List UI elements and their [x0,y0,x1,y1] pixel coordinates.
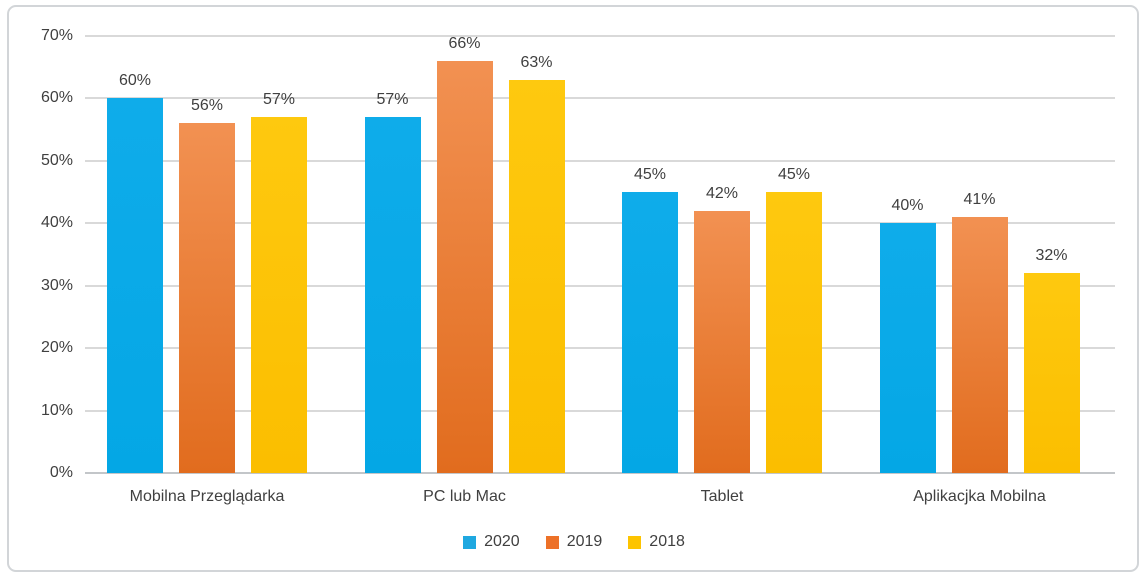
legend-item-2018: 2018 [628,533,685,551]
value-label-2020-aplikacjka-mobilna: 40% [891,197,924,215]
y-tick-label-70: 70% [40,27,73,44]
bar-2019-pc-lub-mac [436,60,493,473]
bar-2018-pc-lub-mac [508,79,565,473]
y-tick-label-60: 60% [40,89,73,107]
category-label-pc-lub-mac: PC lub Mac [423,488,506,505]
category-label-aplikacjka-mobilna: Aplikacjka Mobilna [913,488,1046,505]
legend-label-2019: 2019 [566,533,603,550]
y-tick-label-10: 10% [40,401,73,419]
gridline-60 [85,97,1115,100]
bar-2018-aplikacjka-mobilna [1023,273,1080,473]
y-tick-label-20: 20% [40,339,73,357]
gridline-30 [85,284,1115,287]
legend: 2020 2019 2018 [0,533,1148,551]
value-label-2020-mobilna-przegladarka: 60% [118,72,152,90]
y-tick-label-50: 50% [40,151,73,169]
value-label-2020-pc-lub-mac: 57% [376,91,409,109]
legend-swatch-2018-icon [628,535,642,549]
category-label-tablet: Tablet [700,488,744,505]
gridline-40 [85,222,1115,225]
bar-2019-mobilna-przegladarka [179,123,235,473]
y-tick-label-40: 40% [40,214,73,232]
value-label-2019-aplikacjka-mobilna: 41% [963,191,996,209]
legend-swatch-2019-icon [545,535,559,549]
value-label-2019-pc-lub-mac: 66% [448,34,481,52]
bar-2019-tablet [694,210,750,473]
value-label-2019-tablet: 42% [705,184,739,202]
bar-2018-mobilna-przegladarka [251,117,307,473]
value-label-2018-pc-lub-mac: 63% [520,53,553,71]
value-label-2020-tablet: 45% [633,166,667,184]
y-tick-label-30: 30% [40,276,73,294]
value-label-2019-mobilna-przegladarka: 56% [190,97,224,115]
bar-2020-mobilna-przegladarka [107,98,163,473]
legend-swatch-2020-icon [463,535,477,549]
x-axis-line [85,472,1115,474]
legend-item-2020: 2020 [463,533,520,551]
gridline-20 [85,347,1115,350]
category-label-mobilna-przegladarka: Mobilna Przeglądarka [129,488,285,505]
legend-item-2019: 2019 [545,533,603,551]
value-label-2018-tablet: 45% [777,166,811,184]
legend-label-2020: 2020 [484,533,520,550]
y-tick-label-0: 0% [49,464,73,481]
bar-2019-aplikacjka-mobilna [951,217,1008,473]
bar-2018-tablet [766,192,822,473]
gridline-50 [85,159,1115,162]
gridline-70 [85,35,1115,37]
value-label-2018-mobilna-przegladarka: 57% [262,91,296,109]
legend-label-2018: 2018 [649,533,685,550]
gridline-10 [85,409,1115,412]
value-label-2018-aplikacjka-mobilna: 32% [1035,247,1068,265]
bar-2020-tablet [622,192,678,473]
plot-area: 60% 57% 45% 40% 56% 66% 42% 41% 57% 63% 45% 32% [85,34,1115,474]
bar-2020-pc-lub-mac [364,117,421,473]
bar-2020-aplikacjka-mobilna [879,223,936,473]
